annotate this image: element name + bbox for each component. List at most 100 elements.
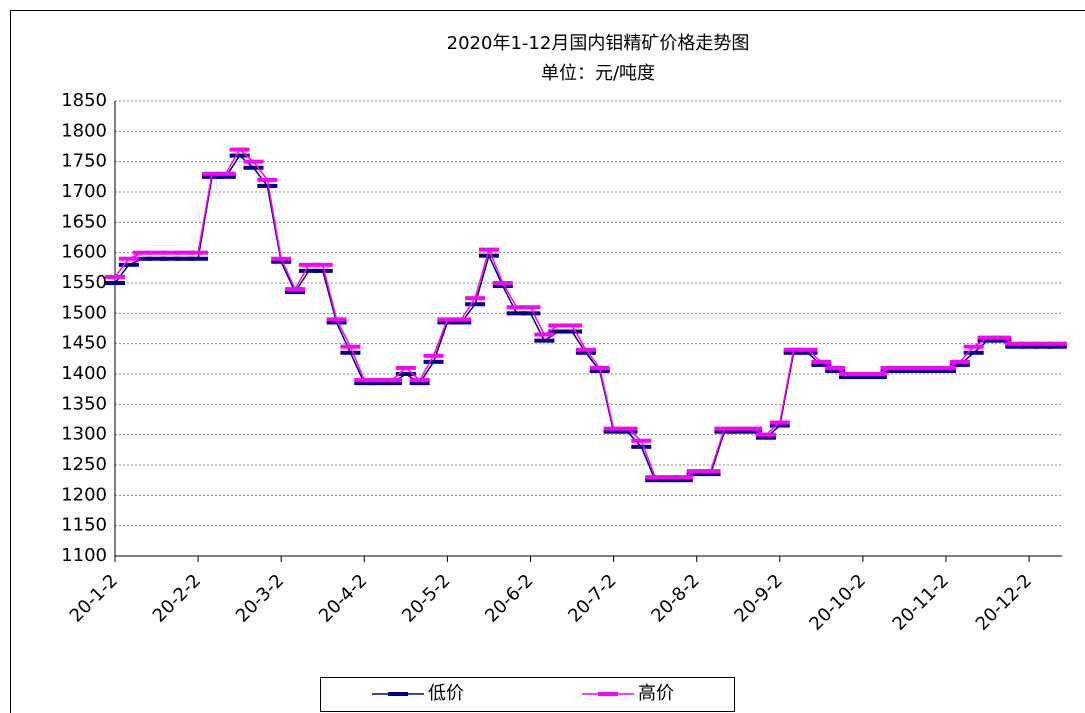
marker <box>617 429 638 434</box>
y-tick-label: 1400 <box>61 363 107 384</box>
y-tick-label: 1550 <box>61 272 107 293</box>
marker <box>285 287 306 292</box>
marker <box>1019 344 1040 349</box>
marker <box>672 478 693 483</box>
marker <box>160 256 181 261</box>
y-tick-label: 1700 <box>61 181 107 202</box>
marker <box>368 378 389 383</box>
marker <box>437 317 458 322</box>
legend-marker <box>598 692 618 696</box>
marker <box>451 320 472 325</box>
marker <box>132 250 153 255</box>
marker <box>866 375 887 380</box>
marker <box>146 256 167 261</box>
marker <box>645 475 666 480</box>
marker <box>118 256 139 261</box>
marker <box>1005 341 1026 346</box>
marker <box>769 420 790 425</box>
marker <box>118 262 139 267</box>
marker <box>326 317 347 322</box>
marker <box>575 350 596 355</box>
marker <box>1046 341 1067 346</box>
marker <box>492 284 513 289</box>
marker <box>382 378 402 383</box>
marker <box>880 365 901 370</box>
marker <box>423 353 444 358</box>
y-tick-label: 1500 <box>61 302 107 323</box>
marker <box>714 426 735 431</box>
y-tick-label: 1100 <box>61 545 107 566</box>
chart-title: 2020年1-12月国内钼精矿价格走势图 <box>447 33 750 54</box>
marker <box>478 247 499 252</box>
marker <box>340 344 361 349</box>
marker <box>825 365 846 370</box>
marker <box>382 381 402 386</box>
marker <box>395 372 416 376</box>
marker <box>437 320 458 325</box>
marker <box>506 305 527 310</box>
marker <box>880 368 901 373</box>
marker <box>603 426 624 431</box>
marker <box>742 426 763 431</box>
marker <box>174 250 195 255</box>
legend-label: 低价 <box>428 683 464 704</box>
marker <box>977 335 998 340</box>
marker <box>520 311 541 316</box>
marker <box>506 311 527 316</box>
marker <box>354 378 375 383</box>
marker <box>174 256 195 261</box>
marker <box>132 256 153 261</box>
y-tick-label: 1450 <box>61 333 107 354</box>
marker <box>936 368 956 373</box>
marker <box>631 438 652 443</box>
y-tick-label: 1800 <box>61 120 107 141</box>
y-tick-label: 1200 <box>61 484 107 505</box>
marker <box>742 429 763 434</box>
marker <box>659 478 679 483</box>
marker <box>188 250 209 255</box>
marker <box>215 171 236 176</box>
marker <box>534 332 555 337</box>
marker <box>839 372 860 376</box>
marker <box>229 153 250 158</box>
marker <box>271 256 292 261</box>
marker <box>963 344 984 349</box>
y-tick-label: 1650 <box>61 211 107 232</box>
marker <box>229 147 250 152</box>
legend-marker <box>388 692 408 696</box>
marker <box>797 347 818 352</box>
marker <box>201 171 222 176</box>
marker <box>1046 344 1067 349</box>
marker <box>936 365 956 370</box>
marker <box>105 274 125 279</box>
marker <box>645 478 666 483</box>
marker <box>312 262 333 267</box>
marker <box>922 365 943 370</box>
chart-subtitle: 单位：元/吨度 <box>541 63 655 84</box>
marker <box>949 359 970 364</box>
marker <box>1019 341 1040 346</box>
marker <box>105 281 125 285</box>
marker <box>839 375 860 380</box>
marker <box>257 183 278 188</box>
marker <box>811 359 832 364</box>
marker <box>188 256 209 261</box>
marker <box>1032 341 1053 346</box>
marker <box>686 472 707 477</box>
marker <box>562 323 583 328</box>
legend-label: 高价 <box>638 683 674 704</box>
marker <box>298 262 319 267</box>
marker <box>659 475 679 480</box>
marker <box>271 259 292 264</box>
marker <box>465 302 486 307</box>
marker <box>728 426 749 431</box>
marker <box>631 444 652 449</box>
marker <box>852 372 873 376</box>
marker <box>991 335 1012 340</box>
marker <box>326 320 347 325</box>
marker <box>894 368 915 373</box>
y-tick-label: 1350 <box>61 393 107 414</box>
y-tick-label: 1600 <box>61 242 107 263</box>
marker <box>797 350 818 355</box>
marker <box>354 381 375 386</box>
